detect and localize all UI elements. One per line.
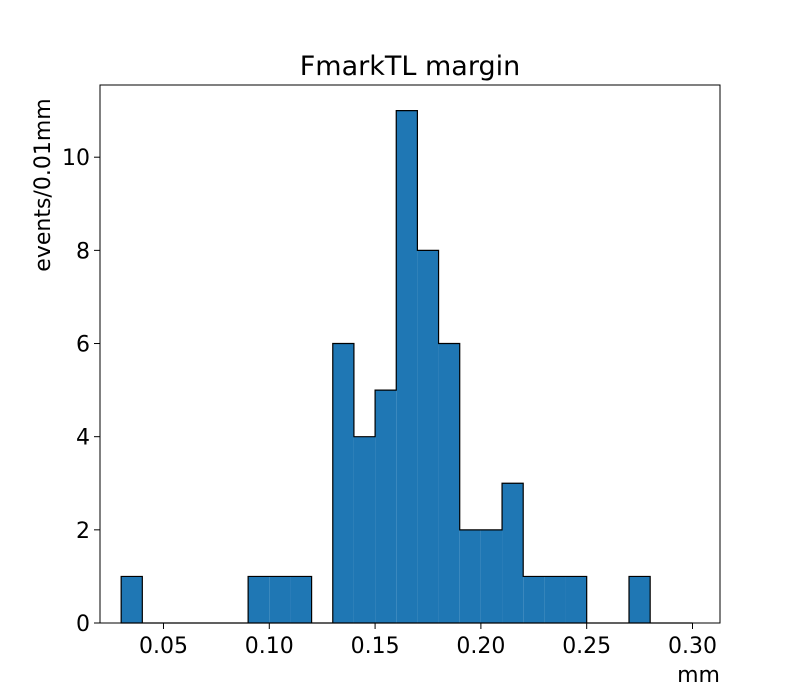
y-axis-label: events/0.01mm [31,98,56,271]
y-tick-label: 4 [76,426,90,451]
plot-frame [99,84,721,624]
y-tick-label: 0 [76,612,90,637]
x-axis-ticks: 0.05 0.10 0.15 0.20 0.25 0.30 [139,623,717,659]
histogram-bar [544,576,566,623]
y-axis-ticks: 0 2 4 6 8 10 [62,146,100,637]
x-tick-label: 0.20 [456,634,505,659]
histogram-bar [438,343,460,623]
histogram-bar [565,576,587,623]
chart-title: FmarkTL margin [300,51,520,82]
histogram-bar [269,576,291,623]
y-tick-label: 2 [76,519,90,544]
histogram-bar [480,529,503,623]
histogram-bar [502,483,524,623]
histogram-bar [523,576,545,623]
x-tick-label: 0.10 [245,634,294,659]
x-tick-label: 0.05 [139,634,188,659]
histogram-bar [375,390,397,623]
x-axis-label: mm [677,663,720,688]
x-tick-label: 0.25 [562,634,611,659]
x-tick-label: 0.30 [668,634,717,659]
y-tick-label: 10 [62,146,90,171]
histogram-bar [121,576,143,623]
histogram-bar [459,529,481,623]
y-tick-label: 6 [76,333,90,358]
histogram-bar [290,576,312,623]
x-tick-label: 0.15 [351,634,400,659]
y-tick-label: 8 [76,239,90,264]
histogram-bars [120,110,693,624]
histogram-bar [332,343,354,623]
histogram-bar [396,110,418,624]
histogram-bar [629,576,651,623]
histogram-bar [248,576,270,623]
histogram-bar [353,436,376,623]
histogram-bar [417,250,439,623]
